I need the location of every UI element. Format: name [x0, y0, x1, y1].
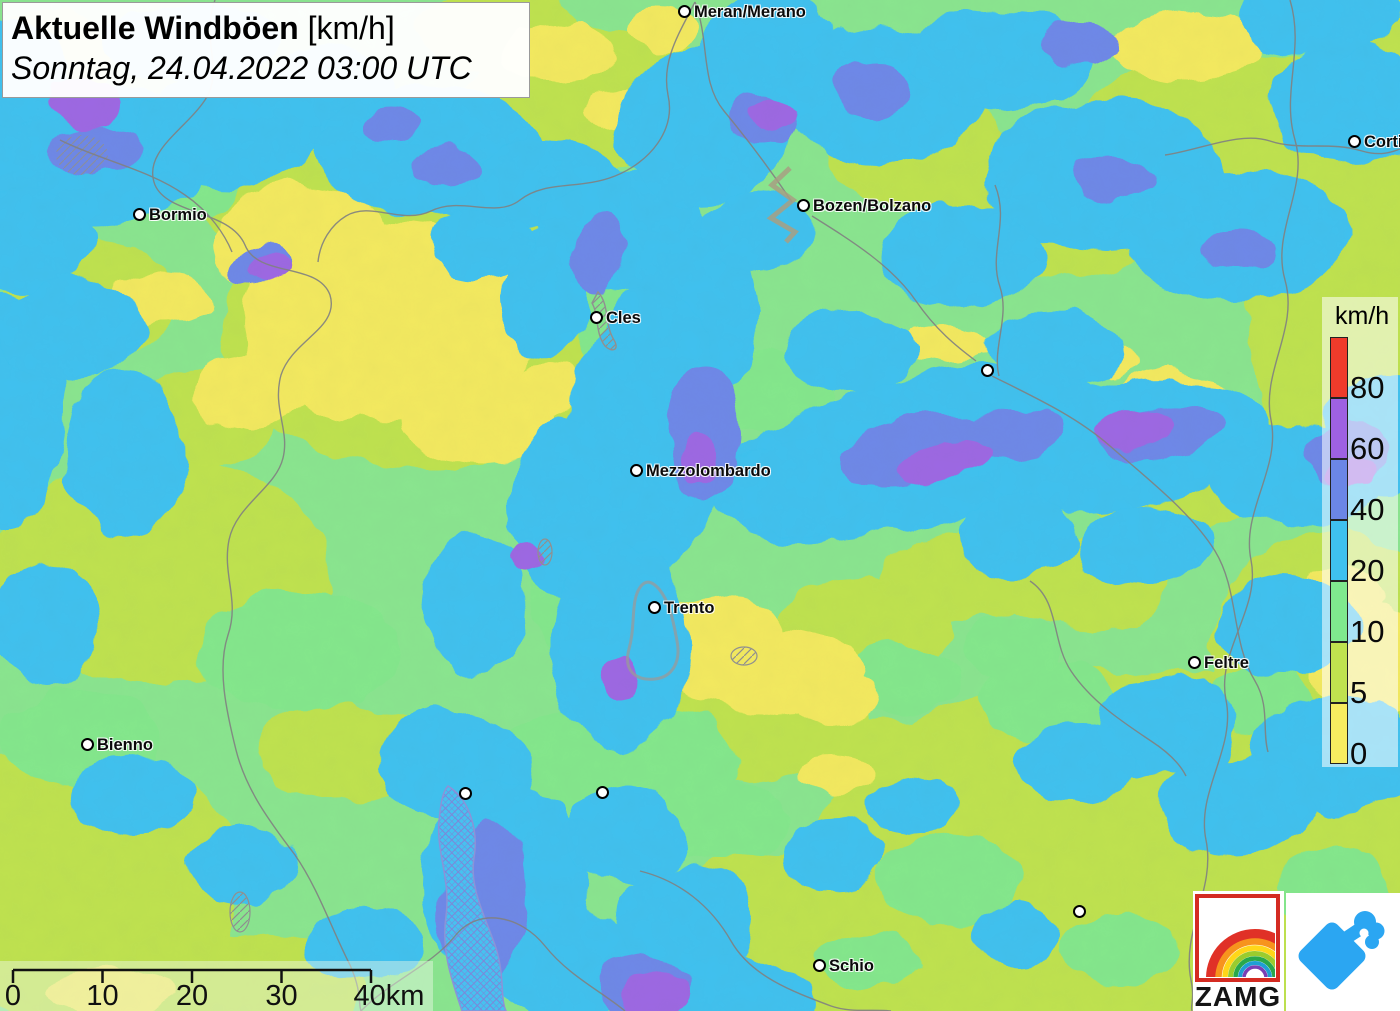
legend-color-box: [1330, 642, 1348, 703]
lake-idro: [229, 891, 251, 933]
border-line: [152, 0, 362, 1011]
zamg-wordmark: ZAMG: [1195, 981, 1281, 1011]
color-legend: km/h 80 60 40 20 10 5 0: [1322, 297, 1398, 771]
legend-color-box: [1330, 398, 1348, 459]
border-line: [694, 1, 793, 203]
border-line: [811, 215, 977, 362]
scale-tick-label: 0: [4, 980, 22, 1011]
legend-value-label: 80: [1350, 370, 1385, 405]
border-line: [360, 917, 626, 1011]
legend-value-label: 60: [1350, 431, 1385, 466]
border-line: [59, 139, 233, 253]
scale-tick-label: 30: [265, 980, 298, 1011]
legend-value-label: 5: [1350, 675, 1368, 710]
boundary-zigzag-bozen: [766, 166, 799, 244]
legend-color-box: [1330, 581, 1348, 642]
map-datetime: Sonntag, 24.04.2022 03:00 UTC: [11, 50, 472, 86]
legend-value-label: 40: [1350, 492, 1385, 527]
border-line: [991, 375, 1269, 753]
border-line: [317, 1, 696, 263]
map-title: Aktuelle Windböen: [11, 10, 299, 46]
scale-tick-label: 10: [86, 980, 119, 1011]
border-line: [639, 870, 892, 1011]
scale-bar: 0 10 20 30 40km: [0, 961, 433, 1011]
scale-tick-label: 40km: [353, 980, 425, 1011]
title-line: Aktuelle Windböen [km/h]: [11, 8, 517, 48]
lake-garda-hatch: [437, 785, 507, 1011]
map-overlays: [626, 166, 799, 681]
trento-urban-outline: [626, 580, 680, 681]
lake-caldonazzo: [730, 646, 758, 666]
legend-color-box: [1330, 703, 1348, 764]
mountain-cloud-icon: [1298, 911, 1385, 990]
border-line: [1164, 137, 1400, 156]
zamg-rainbow-icon: [1206, 929, 1275, 977]
legend-value-label: 20: [1350, 553, 1385, 588]
scale-bar-ruler: [11, 968, 373, 983]
lakes: [56, 135, 758, 1011]
suedtirol-weather-logo: [1286, 893, 1400, 1011]
border-line: [994, 184, 1004, 377]
legend-color-box: [1330, 520, 1348, 581]
border-line: [1029, 580, 1187, 777]
legend-color-box: [1330, 337, 1348, 398]
scale-tick-label: 20: [175, 980, 209, 1011]
title-box: Aktuelle Windböen [km/h] Sonntag, 24.04.…: [2, 2, 530, 98]
glacier-hatch: [56, 135, 108, 175]
legend-unit-label: km/h: [1335, 302, 1390, 330]
zamg-logo: ZAMG: [1193, 891, 1284, 1011]
map-title-unit: [km/h]: [298, 10, 395, 46]
legend-value-label: 10: [1350, 614, 1385, 649]
lake-toblino: [537, 538, 553, 566]
zamg-logo-graphic: ZAMG: [1195, 894, 1281, 1011]
legend-color-box: [1330, 459, 1348, 520]
legend-value-label: 0: [1350, 736, 1368, 771]
